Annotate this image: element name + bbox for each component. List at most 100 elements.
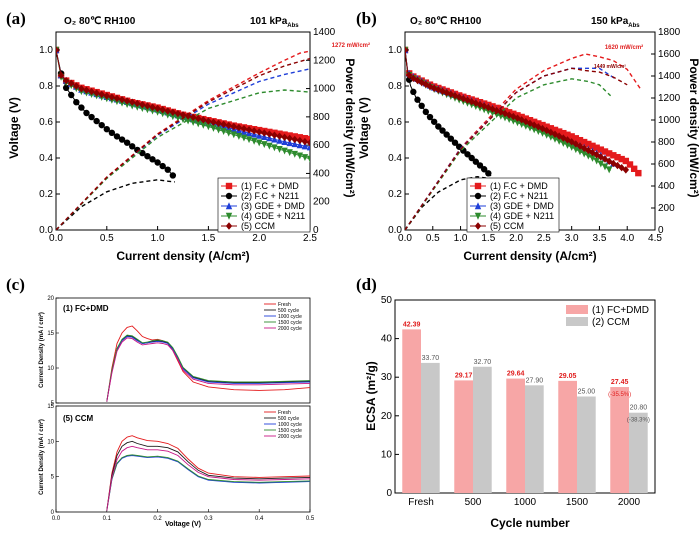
a-4-gde-n211-point [149,107,156,115]
a-xtick-label: 0.5 [100,233,114,244]
b-4-gde-n211-point [539,129,546,137]
a-legend-4-gde-n211-marker [225,212,233,220]
panel-d-xlabel: Cycle number [490,516,570,530]
b-4-gde-n211-point [601,163,609,171]
b-1-f-c-dmd-point [601,148,609,155]
b-legend-5-ccm-marker [474,222,482,230]
d-ytick-label: 30 [381,372,393,383]
a-y2tick-label: 400 [313,168,330,179]
a-5-ccm-point [240,124,248,133]
a-5-ccm-point [306,139,310,147]
a-5-ccm-point [164,107,171,115]
a-legend-5-ccm-marker [225,222,233,230]
a-ytick-label: 0.8 [39,81,53,92]
b-5-ccm-point [580,144,588,152]
a-2-f-c-n211-point [62,84,70,92]
b-xtick-label: 1.0 [454,233,468,244]
a-4-gde-n211-point [195,120,202,128]
panel-c: (c) 5 10 15 20 0 5 10 15 0.0 0.1 0.2 0.3 0.4 0.5 (1)… [6,275,315,528]
a-2-f-c-n211-point [103,126,111,133]
b-1-f-c-dmd-point [597,146,605,153]
a-y2tick-label: 200 [313,197,330,208]
a-5-ccm-point [245,126,253,134]
b-4-gde-n211-point [518,121,525,129]
b-5-ccm-point [505,111,513,119]
a-4-gde-n211-point [134,103,141,111]
b-4-gde-n211-point [543,131,550,139]
a-5-ccm-point [159,106,166,114]
a-5-ccm-point [296,136,304,145]
a-2-f-c-n211-point [129,143,136,150]
d-bar-label-1-fc-dmd-1000: 29.64 [507,371,525,378]
a-ytick-label: 0.2 [39,189,53,200]
b-xtick-label: 4.5 [648,233,662,244]
a-2-f-c-n211-point [118,136,126,143]
b-5-ccm-point [610,159,617,168]
panel-d: (d) 0 10 20 30 40 50 Fresh 42.39 33.70 500 29.1732… [356,275,656,530]
a-xtick-label: 1.5 [201,233,215,244]
c1-legend-1000-cycle-label: 1000 cycle [278,314,302,320]
a-5-ccm-point [266,130,273,138]
c2-xtick-label: 0.4 [255,516,264,522]
panel-c-xlabel: Voltage (V) [165,521,201,528]
a-3-gde-dmd-point [286,139,293,147]
b-1-f-c-dmd-power-curve [405,53,642,230]
a-legend-3-gde-dmd-marker [225,202,233,210]
b-5-ccm-point [480,102,488,110]
b-1-f-c-dmd-point [572,135,580,142]
b-5-ccm-point [405,71,413,79]
a-3-gde-dmd-point [281,138,288,145]
c1-legend-fresh-label: Fresh [278,302,291,308]
legend-b: (1) F.C + DMD(2) F.C + N211(3) GDE + DMD… [466,177,560,233]
b-2-f-c-n211-point [430,118,438,125]
plot-c-top: 5 10 15 20 [47,296,311,407]
b-2-f-c-n211-point [418,102,425,110]
panel-b-pressure-sub: Abs [628,23,640,29]
a-legend-2-f-c-n211-label: (2) F.C + N211 [241,191,299,201]
a-5-ccm-point [256,128,263,136]
panel-a-letter: (a) [6,9,26,28]
a-4-gde-n211-point [189,118,197,126]
a-4-gde-n211-point [159,110,166,118]
a-5-ccm-point [83,86,90,94]
a-5-ccm-point [98,90,105,99]
b-2-f-c-n211-point [439,127,446,134]
b-y2tick-label: 400 [658,181,675,192]
b-1-f-c-dmd-point [593,144,600,151]
b-4-gde-n211-power-curve [405,78,612,230]
panel-c-top-ylabel: Current Density (mA / cm²) [38,312,45,388]
a-2-f-c-n211-point [123,139,131,146]
a-2-f-c-n211-point [149,156,156,163]
a-5-ccm-point [205,117,212,125]
a-legend-5-ccm-label: (5) CCM [241,221,275,231]
c1-fresh-curve [106,325,311,402]
b-1-f-c-dmd-point [614,153,621,161]
b-1-f-c-dmd-point [585,140,592,148]
b-4-gde-n211-point [605,166,613,174]
a-2-f-c-n211-point [88,113,95,121]
a-3-gde-dmd-point [271,135,278,143]
d-bar-2-ccm-500 [473,366,492,493]
a-5-ccm-point [118,95,126,104]
b-4-gde-n211-point [564,141,571,149]
b-4-gde-n211-point [530,126,538,134]
c2-xtick-label: 0.1 [103,516,112,522]
c2-legend-500-cycle-label: 500 cycle [278,416,299,422]
b-2-f-c-n211-point [422,108,430,116]
a-xtick-label: 2.0 [252,233,266,244]
d-bar-2-ccm-1000 [525,385,544,493]
b-y2tick-label: 200 [658,203,675,214]
d-bar-2-ccm-1500 [577,396,596,493]
plot-a: 0.0 0.5 1.0 1.5 2.0 2.5 0.0 0.2 0.4 0.6 0.8 1.0 0 200… [39,27,336,244]
b-legend-1-f-c-dmd-label: (1) F.C + DMD [490,181,548,191]
d-bar-label-2-ccm-1000: 27.90 [526,377,544,384]
c1-legend-500-cycle-label: 500 cycle [278,308,299,314]
a-2-f-c-n211-point [164,166,171,173]
b-ytick-label: 1.0 [388,45,402,56]
a-2-f-c-n211-point [73,99,80,106]
a-4-gde-n211-point [240,134,248,142]
a-4-gde-n211-point [256,139,263,147]
a-4-gde-n211-point [266,142,273,150]
